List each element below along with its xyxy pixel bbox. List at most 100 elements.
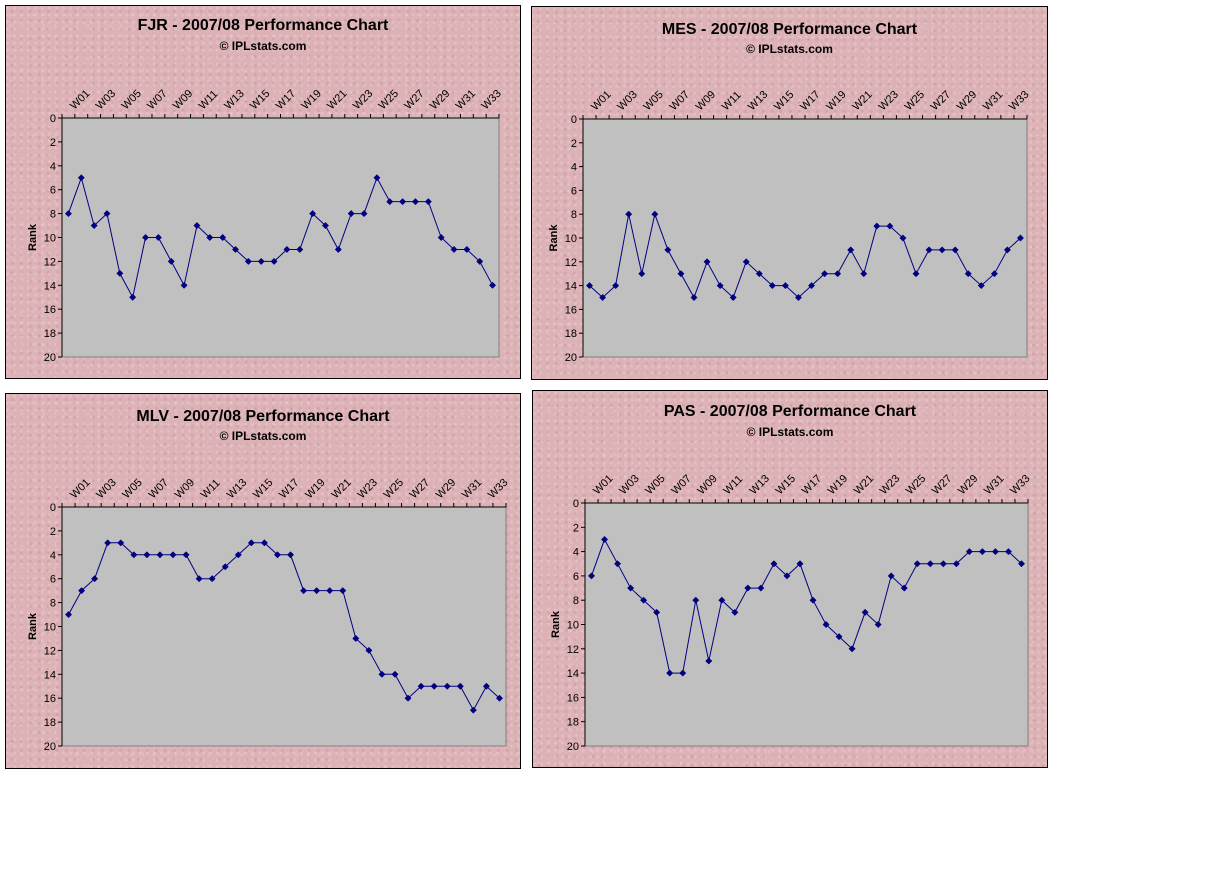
x-tick-label: W05 — [120, 477, 144, 501]
y-tick-label: 8 — [571, 209, 577, 221]
x-tick-label: W15 — [772, 89, 796, 113]
y-tick-label: 4 — [571, 162, 577, 174]
data-point — [939, 560, 947, 568]
data-point — [664, 246, 672, 254]
x-tick-label: W05 — [641, 89, 665, 113]
chart-subtitle: © IPLstats.com — [219, 429, 307, 443]
x-tick-label: W31 — [982, 473, 1006, 497]
y-tick-label: 20 — [565, 352, 577, 364]
data-point — [167, 257, 175, 265]
data-point — [666, 669, 674, 677]
y-tick-label: 8 — [50, 598, 56, 610]
data-point — [627, 584, 635, 592]
data-point — [651, 210, 659, 218]
data-point — [208, 575, 216, 583]
data-point — [300, 587, 308, 595]
data-point — [257, 257, 265, 265]
data-point — [443, 682, 451, 690]
y-tick-label: 0 — [573, 498, 579, 510]
x-tick-label: W05 — [119, 88, 143, 112]
data-point — [900, 584, 908, 592]
x-tick-label: W23 — [876, 89, 900, 113]
y-tick-label: 4 — [50, 550, 56, 562]
data-point — [705, 657, 713, 665]
data-point — [313, 587, 321, 595]
data-point — [430, 682, 438, 690]
y-tick-label: 16 — [565, 304, 577, 316]
x-tick-label: W03 — [94, 88, 118, 112]
x-tick-label: W31 — [460, 477, 484, 501]
data-point — [141, 233, 150, 242]
x-tick-label: W31 — [981, 89, 1005, 113]
data-point — [768, 282, 776, 290]
data-point — [599, 293, 607, 302]
data-point — [861, 608, 869, 616]
data-point — [321, 221, 330, 230]
data-point — [352, 634, 360, 643]
y-tick-label: 0 — [571, 114, 577, 126]
data-point — [221, 563, 229, 571]
series-line — [589, 212, 1021, 299]
data-point — [991, 548, 999, 556]
data-point — [77, 174, 85, 182]
x-tick-label: W25 — [382, 477, 406, 501]
data-point — [404, 694, 412, 702]
data-point — [638, 270, 646, 278]
x-tick-label: W21 — [329, 477, 353, 501]
data-point — [952, 560, 960, 568]
y-tick-label: 12 — [565, 257, 577, 269]
data-point — [234, 551, 242, 559]
data-point — [978, 548, 986, 556]
x-tick-label: W23 — [351, 88, 375, 112]
data-point — [286, 551, 295, 559]
y-tick-label: 18 — [44, 717, 56, 729]
data-point — [195, 575, 203, 583]
data-point — [796, 560, 804, 568]
x-tick-label: W21 — [850, 89, 874, 113]
x-tick-label: W29 — [428, 88, 452, 112]
y-tick-label: 10 — [44, 622, 56, 634]
data-point — [1004, 548, 1013, 556]
y-tick-label: 6 — [573, 571, 579, 583]
data-point — [677, 270, 685, 278]
y-tick-label: 8 — [50, 209, 56, 221]
data-point — [339, 587, 347, 595]
data-point — [399, 198, 407, 206]
data-point — [437, 233, 445, 242]
data-point — [835, 633, 843, 641]
data-point — [78, 587, 86, 595]
data-point — [116, 269, 124, 277]
data-point — [386, 198, 394, 206]
data-point — [692, 596, 700, 604]
y-tick-label: 2 — [573, 522, 579, 534]
data-point — [206, 233, 214, 242]
y-tick-label: 12 — [567, 644, 579, 656]
x-tick-label: W17 — [800, 473, 824, 497]
data-point — [703, 258, 711, 266]
y-tick-label: 16 — [44, 304, 56, 316]
data-point — [781, 282, 789, 290]
y-tick-label: 2 — [50, 137, 56, 149]
data-point — [653, 608, 661, 616]
data-point — [360, 210, 368, 218]
data-point — [424, 198, 432, 206]
data-point — [476, 257, 484, 265]
data-point — [91, 575, 99, 583]
y-tick-label: 14 — [565, 281, 577, 293]
x-tick-label: W09 — [695, 473, 719, 497]
x-tick-label: W25 — [903, 89, 927, 113]
x-tick-label: W15 — [248, 88, 272, 112]
data-point — [270, 257, 278, 265]
data-point — [925, 246, 933, 254]
plot-area — [61, 506, 507, 747]
x-tick-label: W29 — [956, 473, 980, 497]
data-point — [913, 560, 921, 568]
data-point — [463, 245, 471, 254]
data-point — [169, 551, 177, 559]
data-point — [326, 587, 334, 595]
y-axis-label: Rank — [27, 612, 39, 640]
y-tick-label: 12 — [44, 645, 56, 657]
chart-panel-mes: MES - 2007/08 Performance Chart © IPLsta… — [531, 6, 1048, 380]
data-point — [143, 551, 151, 559]
